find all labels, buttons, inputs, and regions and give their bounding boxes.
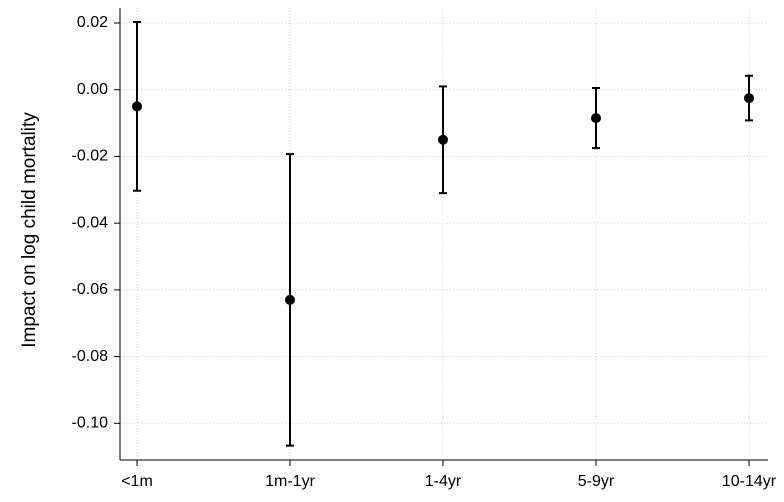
point bbox=[285, 294, 295, 305]
x-tick-label: 10-14yr bbox=[722, 473, 777, 490]
y-tick-label: -0.06 bbox=[72, 281, 109, 298]
x-tick-label: 1m-1yr bbox=[265, 473, 315, 490]
x-tick-label: 1-4yr bbox=[425, 473, 462, 490]
y-tick-label: -0.10 bbox=[72, 415, 109, 432]
y-tick-label: -0.02 bbox=[72, 148, 109, 165]
y-tick-label: -0.08 bbox=[72, 348, 109, 365]
x-tick-label: <1m bbox=[121, 473, 153, 490]
y-axis-label: Impact on log child mortality bbox=[19, 112, 40, 348]
point bbox=[744, 93, 754, 104]
point bbox=[438, 134, 448, 145]
x-tick-label: 5-9yr bbox=[578, 473, 615, 490]
y-tick-label: 0.00 bbox=[77, 81, 108, 98]
point bbox=[132, 101, 142, 112]
y-tick-label: -0.04 bbox=[72, 214, 109, 231]
y-tick-label: 0.02 bbox=[77, 14, 108, 31]
point bbox=[591, 113, 601, 124]
